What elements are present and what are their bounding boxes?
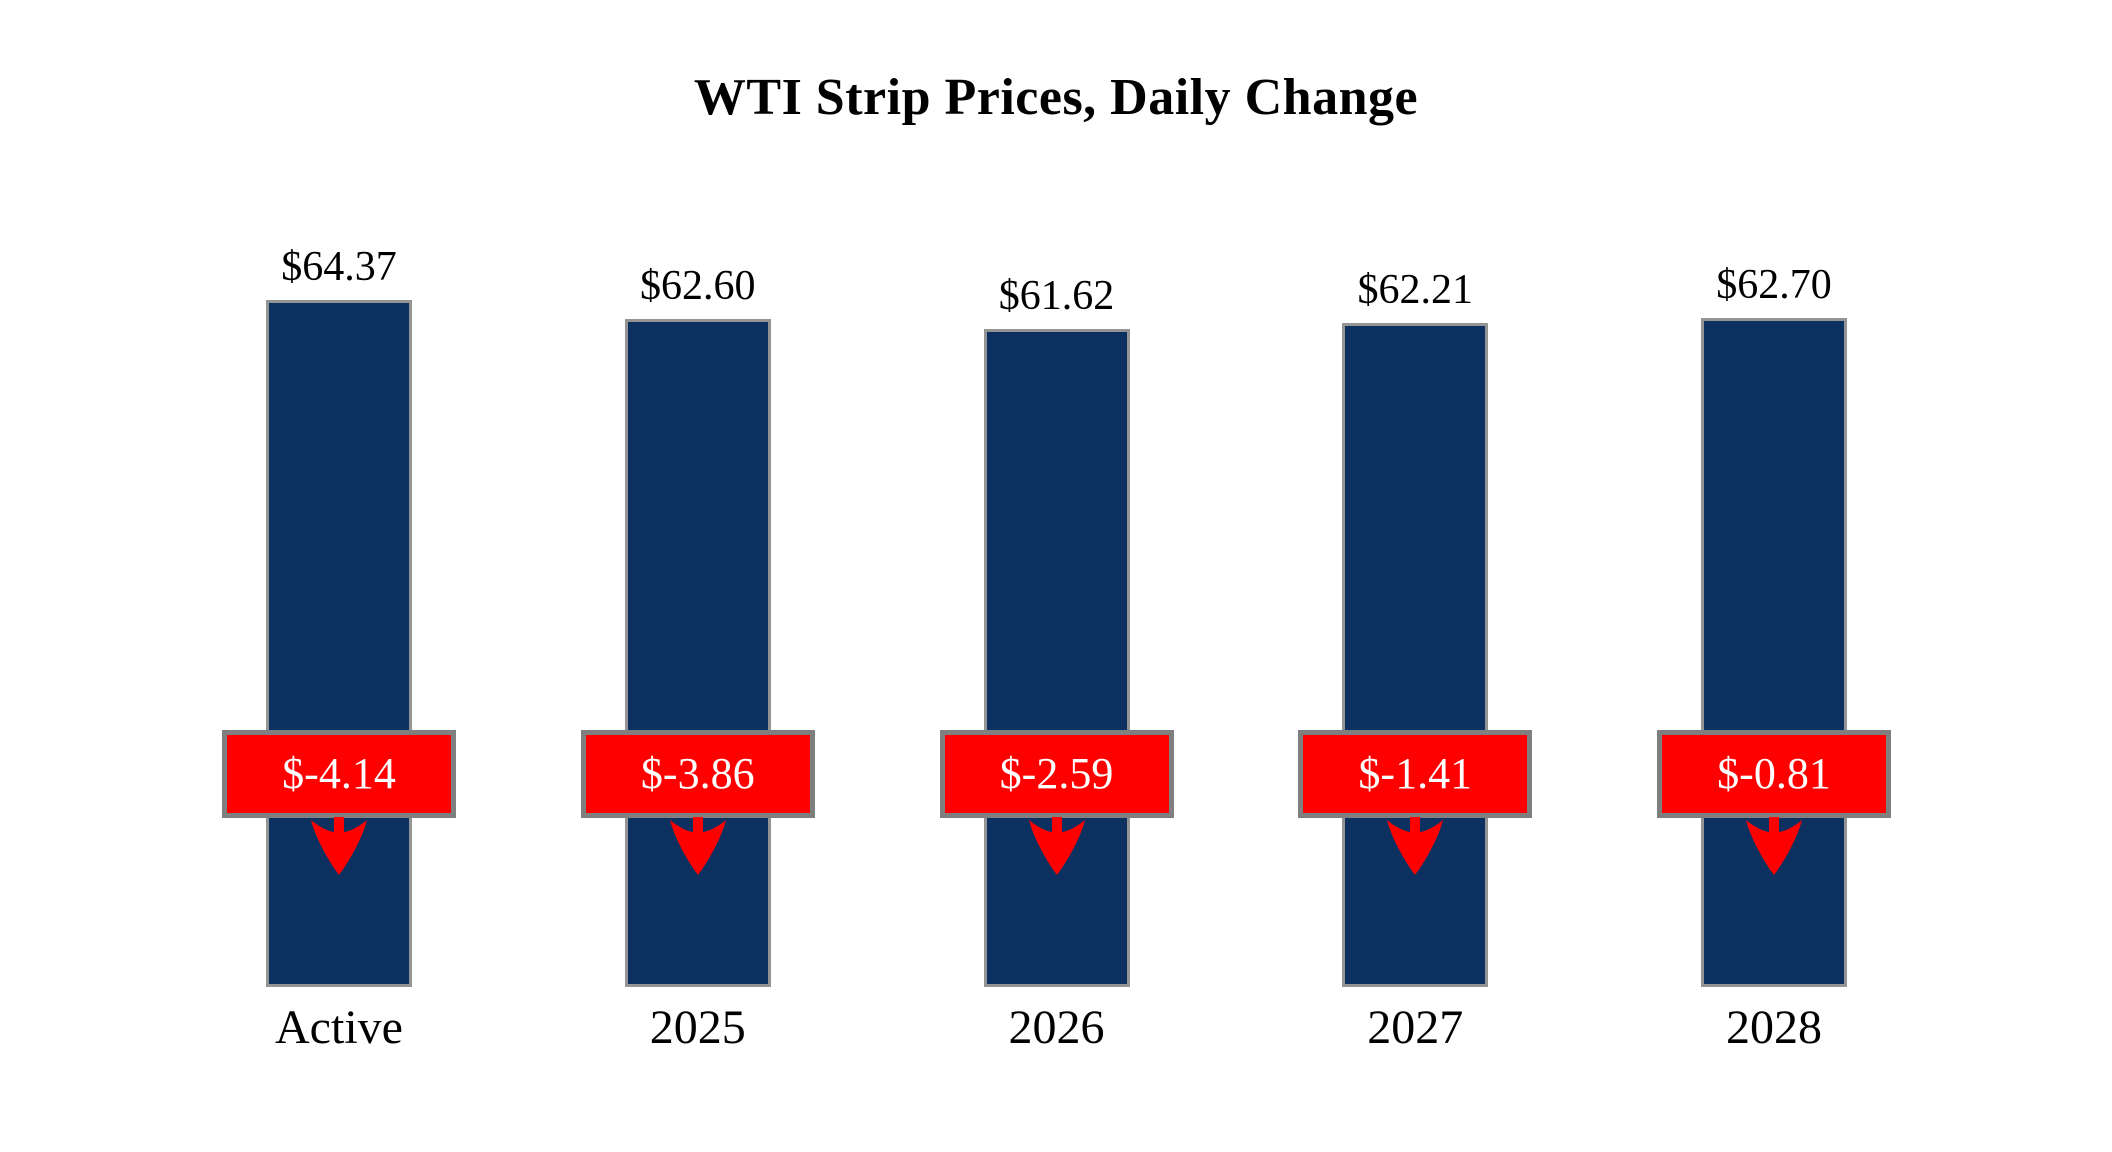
category-label: 2028 [1726, 1001, 1822, 1054]
chart-title: WTI Strip Prices, Daily Change [693, 69, 1419, 126]
down-arrow-icon [1028, 817, 1085, 875]
daily-change-value: $-0.81 [1717, 749, 1831, 798]
down-arrow-icon [1387, 817, 1444, 875]
bar-value-label: $62.21 [1357, 267, 1474, 314]
down-arrow-icon [1746, 817, 1802, 875]
daily-change-badge: $-1.41 [1298, 730, 1533, 818]
category-label: 2027 [1367, 1001, 1464, 1054]
daily-change-badge: $-4.14 [222, 730, 456, 818]
bar-value-label: $64.37 [281, 244, 397, 290]
price-bar [983, 329, 1130, 987]
daily-change-value: $-2.59 [999, 749, 1114, 798]
down-arrow-icon [311, 817, 367, 875]
daily-change-badge: $-2.59 [939, 730, 1174, 818]
daily-change-value: $-4.14 [282, 749, 396, 798]
category-label: 2026 [1008, 1001, 1105, 1054]
price-bar [1701, 317, 1847, 987]
daily-change-value: $-3.86 [640, 749, 755, 798]
category-label: Active [275, 1001, 403, 1054]
bar-value-label: $62.70 [1716, 261, 1832, 308]
bar-value-label: $61.62 [998, 273, 1115, 320]
category-label: 2025 [649, 1001, 746, 1054]
down-arrow-icon [669, 817, 726, 875]
daily-change-badge: $-0.81 [1657, 730, 1891, 818]
bar-value-label: $62.60 [640, 262, 756, 309]
price-bar [624, 318, 771, 987]
price-bar [266, 300, 412, 987]
price-bar [1342, 323, 1489, 987]
daily-change-badge: $-3.86 [580, 730, 815, 818]
daily-change-value: $-1.41 [1358, 749, 1473, 798]
